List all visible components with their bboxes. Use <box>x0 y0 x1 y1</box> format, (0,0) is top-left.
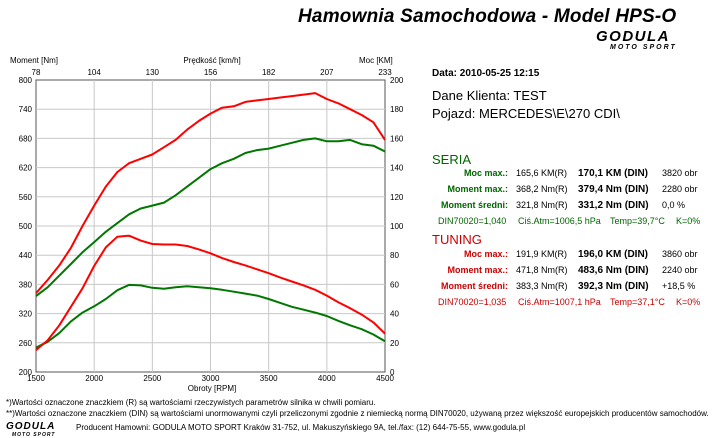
x-tick-label: 3000 <box>202 374 220 383</box>
left-tick-label: 260 <box>19 339 33 348</box>
seria-atm-pressure: Ciś.Atm=1006,5 hPa <box>518 216 601 226</box>
left-tick-label: 320 <box>19 310 33 319</box>
right-tick-label: 60 <box>390 280 399 289</box>
left-tick-label: 800 <box>19 76 33 85</box>
right-axis-label: Moc [KM] <box>359 56 393 65</box>
footnote-din: **)Wartości oznaczone znaczkiem (DIN) są… <box>6 409 709 418</box>
tuning-row-value-din: 483,6 Nm (DIN) <box>578 265 649 276</box>
right-tick-label: 180 <box>390 105 404 114</box>
left-tick-label: 740 <box>19 105 33 114</box>
right-tick-label: 0 <box>390 368 395 377</box>
x-tick-label: 4500 <box>376 374 394 383</box>
left-tick-label: 680 <box>19 134 33 143</box>
seria-row-label: Moment średni: <box>440 200 508 210</box>
tuning-temperature: Temp=37,1°C <box>610 297 665 307</box>
x-tick-label: 2000 <box>85 374 103 383</box>
logo-main-text: GODULA <box>596 28 670 45</box>
seria-row-value-r: 368,2 Nm(R) <box>516 184 568 194</box>
top-tick-label: 207 <box>320 68 334 77</box>
footnote-r: *)Wartości oznaczone znaczkiem (R) są wa… <box>6 398 376 407</box>
page-title: Hamownia Samochodowa - Model HPS-O <box>298 6 677 27</box>
tuning-row-value-din: 392,3 Nm (DIN) <box>578 281 649 292</box>
x-tick-label: 4000 <box>318 374 336 383</box>
x-tick-label: 3500 <box>260 374 278 383</box>
right-tick-label: 160 <box>390 134 404 143</box>
seria-row-extra: 2280 obr <box>662 184 698 194</box>
top-tick-label: 130 <box>146 68 160 77</box>
series-line-moc-seria <box>35 137 386 297</box>
chart-series <box>35 92 386 351</box>
chart-grid <box>36 80 385 372</box>
tuning-din-factor: DIN70020=1,035 <box>438 297 507 307</box>
right-tick-label: 140 <box>390 164 404 173</box>
left-tick-label: 440 <box>19 251 33 260</box>
tuning-row-extra: 3860 obr <box>662 249 698 259</box>
left-tick-label: 500 <box>19 222 33 231</box>
seria-row-value-din: 331,2 Nm (DIN) <box>578 200 649 211</box>
seria-row-value-din: 170,1 KM (DIN) <box>578 168 649 179</box>
left-axis-label: Moment [Nm] <box>10 56 58 65</box>
seria-row-value-r: 321,8 Nm(R) <box>516 200 568 210</box>
right-tick-label: 80 <box>390 251 399 260</box>
godula-logo: GODULA MOTO SPORT <box>596 28 677 52</box>
godula-logo-small: GODULA MOTO SPORT <box>6 422 55 438</box>
tuning-atm-pressure: Ciś.Atm=1007,1 hPa <box>518 297 601 307</box>
client-name: Dane Klienta: TEST <box>432 88 547 103</box>
seria-row-extra: 3820 obr <box>662 168 698 178</box>
chart-axes: 200 260 320 380 440 500 560 620 680 740 800 0 20 40 60… <box>19 68 404 383</box>
seria-k-factor: K=0% <box>676 216 701 226</box>
measurement-date: Data: 2010-05-25 12:15 <box>432 68 540 79</box>
seria-heading: SERIA <box>432 152 472 167</box>
tuning-row-value-r: 191,9 KM(R) <box>516 249 568 259</box>
left-tick-label: 560 <box>19 193 33 202</box>
tuning-row-extra: 2240 obr <box>662 265 698 275</box>
x-tick-label: 2500 <box>143 374 161 383</box>
seria-din-factor: DIN70020=1,040 <box>438 216 507 226</box>
logo-small-main-text: GODULA <box>6 421 56 432</box>
seria-row-extra: 0,0 % <box>662 200 686 210</box>
logo-small-sub-text: MOTO SPORT <box>12 432 56 438</box>
top-tick-label: 233 <box>378 68 392 77</box>
right-tick-label: 120 <box>390 193 404 202</box>
tuning-row-extra: +18,5 % <box>662 281 696 291</box>
series-line-moment-seria <box>35 283 386 349</box>
seria-row-value-din: 379,4 Nm (DIN) <box>578 184 649 195</box>
tuning-row-label: Moment max.: <box>447 265 508 275</box>
tuning-row-label: Moment średni: <box>440 281 508 291</box>
tuning-row-value-r: 383,3 Nm(R) <box>516 281 568 291</box>
tuning-row-value-r: 471,8 Nm(R) <box>516 265 568 275</box>
left-tick-label: 200 <box>19 368 33 377</box>
seria-temperature: Temp=39,7°C <box>610 216 665 226</box>
x-tick-label: 1500 <box>27 374 45 383</box>
tuning-k-factor: K=0% <box>676 297 701 307</box>
left-tick-label: 380 <box>19 280 33 289</box>
top-tick-label: 104 <box>87 68 101 77</box>
seria-row-value-r: 165,6 KM(R) <box>516 168 568 178</box>
right-tick-label: 40 <box>390 310 399 319</box>
tuning-heading: TUNING <box>432 232 482 247</box>
top-tick-label: 156 <box>204 68 218 77</box>
series-line-moment-tuning <box>35 234 386 351</box>
seria-row-label: Moc max.: <box>463 168 508 178</box>
tuning-row-label: Moc max.: <box>463 249 508 259</box>
right-tick-label: 20 <box>390 339 399 348</box>
right-tick-label: 200 <box>390 76 404 85</box>
series-line-moc-tuning <box>35 92 386 294</box>
tuning-row-value-din: 196,0 KM (DIN) <box>578 249 649 260</box>
producer-info: Producent Hamowni: GODULA MOTO SPORT Kra… <box>76 423 526 432</box>
seria-row-label: Moment max.: <box>447 184 508 194</box>
vehicle-name: Pojazd: MERCEDES\E\270 CDI\ <box>432 106 620 121</box>
top-tick-label: 182 <box>262 68 276 77</box>
x-axis-label: Obroty [RPM] <box>188 384 236 393</box>
right-tick-label: 100 <box>390 222 404 231</box>
top-axis-label: Prędkość [km/h] <box>183 56 240 65</box>
top-tick-label: 78 <box>32 68 41 77</box>
logo-sub-text: MOTO SPORT <box>610 44 677 51</box>
left-tick-label: 620 <box>19 164 33 173</box>
